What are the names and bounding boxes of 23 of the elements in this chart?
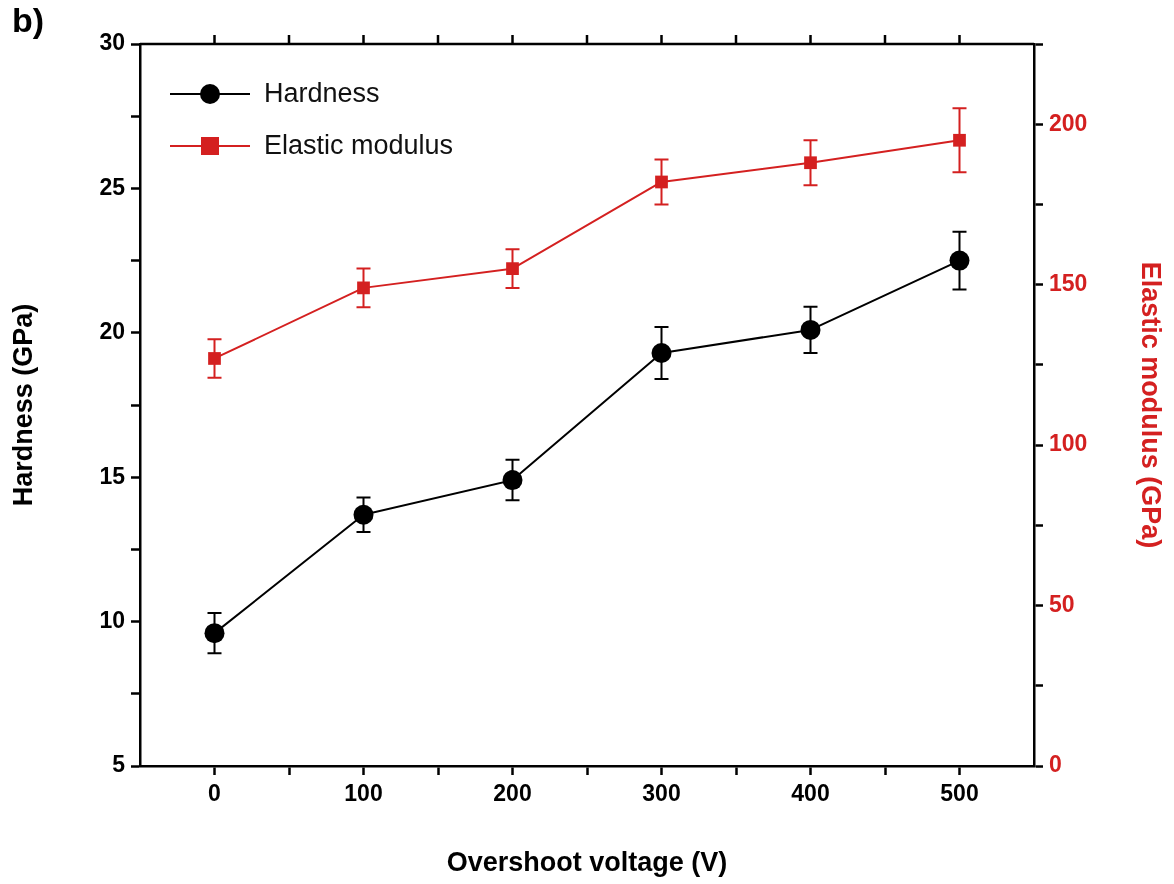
y2-tick-label: 100 xyxy=(1049,430,1088,457)
y2-tick-label: 200 xyxy=(1049,109,1088,136)
y-tick-label: 25 xyxy=(99,173,126,200)
x-axis-title: Overshoot voltage (V) xyxy=(446,847,728,878)
y-tick-label: 20 xyxy=(99,318,125,345)
legend-label: Elastic modulus xyxy=(264,130,454,161)
x-tick-label: 300 xyxy=(642,780,681,807)
y2-tick-label: 150 xyxy=(1049,270,1088,297)
x-tick-label: 0 xyxy=(208,780,221,807)
y2-axis-title: Elastic modulus (GPa) xyxy=(1136,261,1167,549)
x-tick-label: 400 xyxy=(791,780,830,807)
y-tick-label: 5 xyxy=(112,751,126,778)
x-tick-label: 500 xyxy=(940,780,979,807)
y-axis-title: Hardness (GPa) xyxy=(7,303,38,507)
x-tick-label: 100 xyxy=(344,780,383,807)
y-tick-label: 30 xyxy=(99,29,125,56)
text: b) xyxy=(12,1,45,40)
legend-label: Hardness xyxy=(264,78,380,109)
x-tick-label: 200 xyxy=(493,780,532,807)
y2-tick-label: 0 xyxy=(1049,751,1062,778)
y2-tick-label: 50 xyxy=(1049,590,1075,617)
y-tick-label: 15 xyxy=(99,462,126,489)
y-tick-label: 10 xyxy=(99,606,125,633)
